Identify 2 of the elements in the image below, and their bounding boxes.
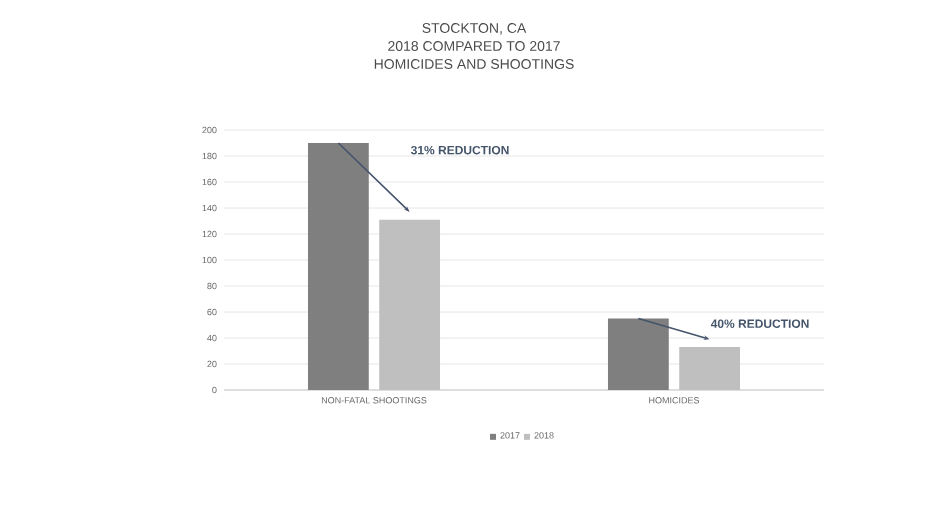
bar [307,143,369,390]
bar [607,318,669,390]
